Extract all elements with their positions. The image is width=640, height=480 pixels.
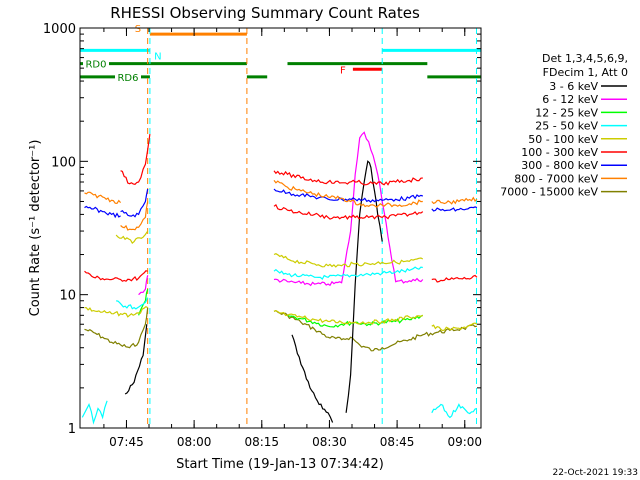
series-3-6-kev (291, 334, 334, 423)
legend-entry-label: 800 - 7000 keV (514, 172, 598, 185)
y-axis-label: Count Rate (s⁻¹ detector⁻¹) (28, 140, 43, 317)
x-axis-label: Start Time (19-Jan-13 07:34:42) (176, 457, 384, 472)
legend-entry-label: 300 - 800 keV (521, 159, 598, 172)
series-100-300-kev (273, 203, 424, 220)
flag-label-f: F (340, 65, 346, 76)
flag-label-n: N (154, 51, 161, 62)
series-50-100-kev (273, 253, 424, 268)
y-tick-label: 1000 (43, 22, 76, 37)
vertical-markers (147, 28, 477, 428)
legend-entry-label: 100 - 300 keV (521, 146, 598, 159)
legend-entry-label: 50 - 100 keV (528, 133, 598, 146)
series-100-300-kev (431, 274, 478, 283)
series-800-7000-kev (273, 180, 423, 208)
y-tick-label: 100 (51, 155, 76, 170)
series-800-7000-kev (84, 191, 122, 205)
legend: Det 1,3,4,5,6,9,FDecim 1, Att 03 - 6 keV… (500, 52, 628, 199)
series-25-50-kev (273, 266, 423, 281)
flag-label-rd0: RD0 (85, 60, 106, 71)
legend-entry-label: 25 - 50 keV (535, 120, 598, 133)
y-tick-label: 10 (59, 289, 76, 304)
axes-ticks: 07:45 08:00 08:15 08:30 08:45 09:00 1 10 100 1000 (43, 22, 482, 449)
series-3-6-kev (124, 324, 148, 395)
x-tick-label: 07:45 (109, 435, 144, 449)
legend-entry-label: 6 - 12 keV (542, 93, 598, 106)
legend-entry-label: 3 - 6 keV (549, 80, 598, 93)
series-300-800-kev (431, 206, 478, 212)
series-50-100-kev (273, 309, 424, 325)
legend-header: FDecim 1, Att 0 (543, 66, 628, 79)
x-tick-label: 08:15 (244, 435, 279, 449)
series-300-800-kev (84, 205, 121, 219)
series-300-800-kev (120, 188, 149, 218)
flag-label-s: S (135, 24, 141, 35)
legend-entry-label: 12 - 25 keV (535, 106, 598, 119)
series-7000-15000-kev (273, 310, 478, 352)
chart-title: RHESSI Observing Summary Count Rates (110, 4, 420, 22)
legend-entry-label: 7000 - 15000 keV (500, 186, 598, 199)
series-100-300-kev (273, 170, 423, 186)
plot-frame (79, 27, 482, 429)
series-100-300-kev (84, 270, 148, 282)
legend-header: Det 1,3,4,5,6,9, (542, 52, 628, 65)
series-6-12-kev (273, 131, 424, 287)
series-50-100-kev (115, 230, 149, 245)
x-tick-label: 08:45 (380, 435, 415, 449)
series-300-800-kev (273, 188, 423, 203)
flag-bars: S N F RD0 RD6 (80, 24, 481, 84)
series-800-7000-kev (431, 196, 478, 205)
series-7000-15000-kev (84, 307, 149, 349)
x-tick-label: 08:00 (177, 435, 212, 449)
x-tick-label: 08:30 (312, 435, 347, 449)
series-50-100-kev (84, 305, 148, 318)
series-50-100-kev (431, 322, 478, 332)
series-800-7000-kev (120, 201, 149, 231)
series-6-12-kev (138, 275, 149, 296)
flag-label-rd6: RD6 (117, 73, 138, 84)
series-25-50-kev (116, 297, 149, 310)
flag-label-bg (83, 58, 109, 70)
flag-label-bg (115, 71, 141, 83)
series-25-50-kev (431, 403, 478, 419)
series-25-50-kev (81, 400, 108, 425)
series-100-300-kev (120, 134, 151, 185)
x-tick-label: 09:00 (447, 435, 482, 449)
y-tick-label: 1 (68, 422, 76, 437)
generation-timestamp: 22-Oct-2021 19:33 (553, 468, 638, 478)
series-lines (81, 131, 478, 425)
